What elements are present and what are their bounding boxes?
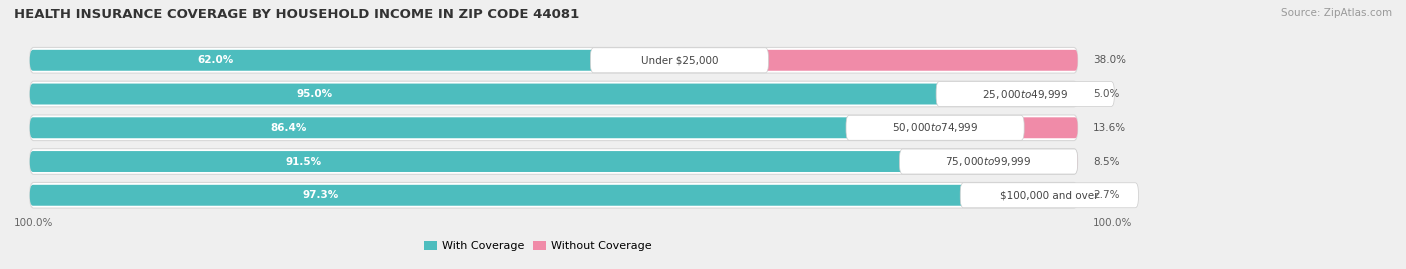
FancyBboxPatch shape [1049,185,1077,206]
Text: Source: ZipAtlas.com: Source: ZipAtlas.com [1281,8,1392,18]
FancyBboxPatch shape [30,149,1077,174]
FancyBboxPatch shape [30,117,935,138]
FancyBboxPatch shape [30,47,1077,73]
FancyBboxPatch shape [30,115,1077,141]
FancyBboxPatch shape [30,81,1077,107]
Text: 2.7%: 2.7% [1094,190,1119,200]
FancyBboxPatch shape [1025,84,1077,104]
Text: 38.0%: 38.0% [1094,55,1126,65]
FancyBboxPatch shape [988,151,1077,172]
Text: 100.0%: 100.0% [14,218,53,228]
FancyBboxPatch shape [30,151,988,172]
FancyBboxPatch shape [30,185,1049,206]
Text: 8.5%: 8.5% [1094,157,1119,167]
FancyBboxPatch shape [30,50,679,71]
Text: 97.3%: 97.3% [302,190,339,200]
Text: 95.0%: 95.0% [297,89,332,99]
FancyBboxPatch shape [30,84,1025,104]
Text: HEALTH INSURANCE COVERAGE BY HOUSEHOLD INCOME IN ZIP CODE 44081: HEALTH INSURANCE COVERAGE BY HOUSEHOLD I… [14,8,579,21]
Text: 5.0%: 5.0% [1094,89,1119,99]
Text: Under $25,000: Under $25,000 [641,55,718,65]
Text: 86.4%: 86.4% [270,123,307,133]
Text: $75,000 to $99,999: $75,000 to $99,999 [945,155,1032,168]
FancyBboxPatch shape [936,82,1115,107]
FancyBboxPatch shape [591,48,769,73]
Text: $25,000 to $49,999: $25,000 to $49,999 [981,87,1069,101]
Text: 13.6%: 13.6% [1094,123,1126,133]
Text: $100,000 and over: $100,000 and over [1000,190,1098,200]
Legend: With Coverage, Without Coverage: With Coverage, Without Coverage [419,236,655,256]
FancyBboxPatch shape [960,183,1139,208]
Text: $50,000 to $74,999: $50,000 to $74,999 [891,121,979,134]
FancyBboxPatch shape [679,50,1077,71]
Text: 91.5%: 91.5% [285,157,322,167]
FancyBboxPatch shape [846,115,1024,140]
FancyBboxPatch shape [935,117,1077,138]
FancyBboxPatch shape [900,149,1077,174]
FancyBboxPatch shape [30,182,1077,208]
Text: 100.0%: 100.0% [1094,218,1133,228]
Text: 62.0%: 62.0% [197,55,233,65]
